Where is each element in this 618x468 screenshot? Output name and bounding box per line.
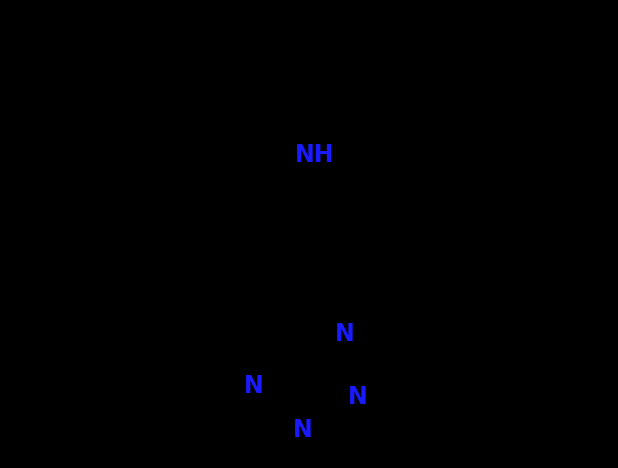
Text: NH: NH (295, 143, 335, 167)
Text: N: N (349, 385, 368, 410)
Text: N: N (244, 374, 264, 398)
Text: N: N (335, 322, 355, 346)
Text: N: N (292, 418, 312, 442)
